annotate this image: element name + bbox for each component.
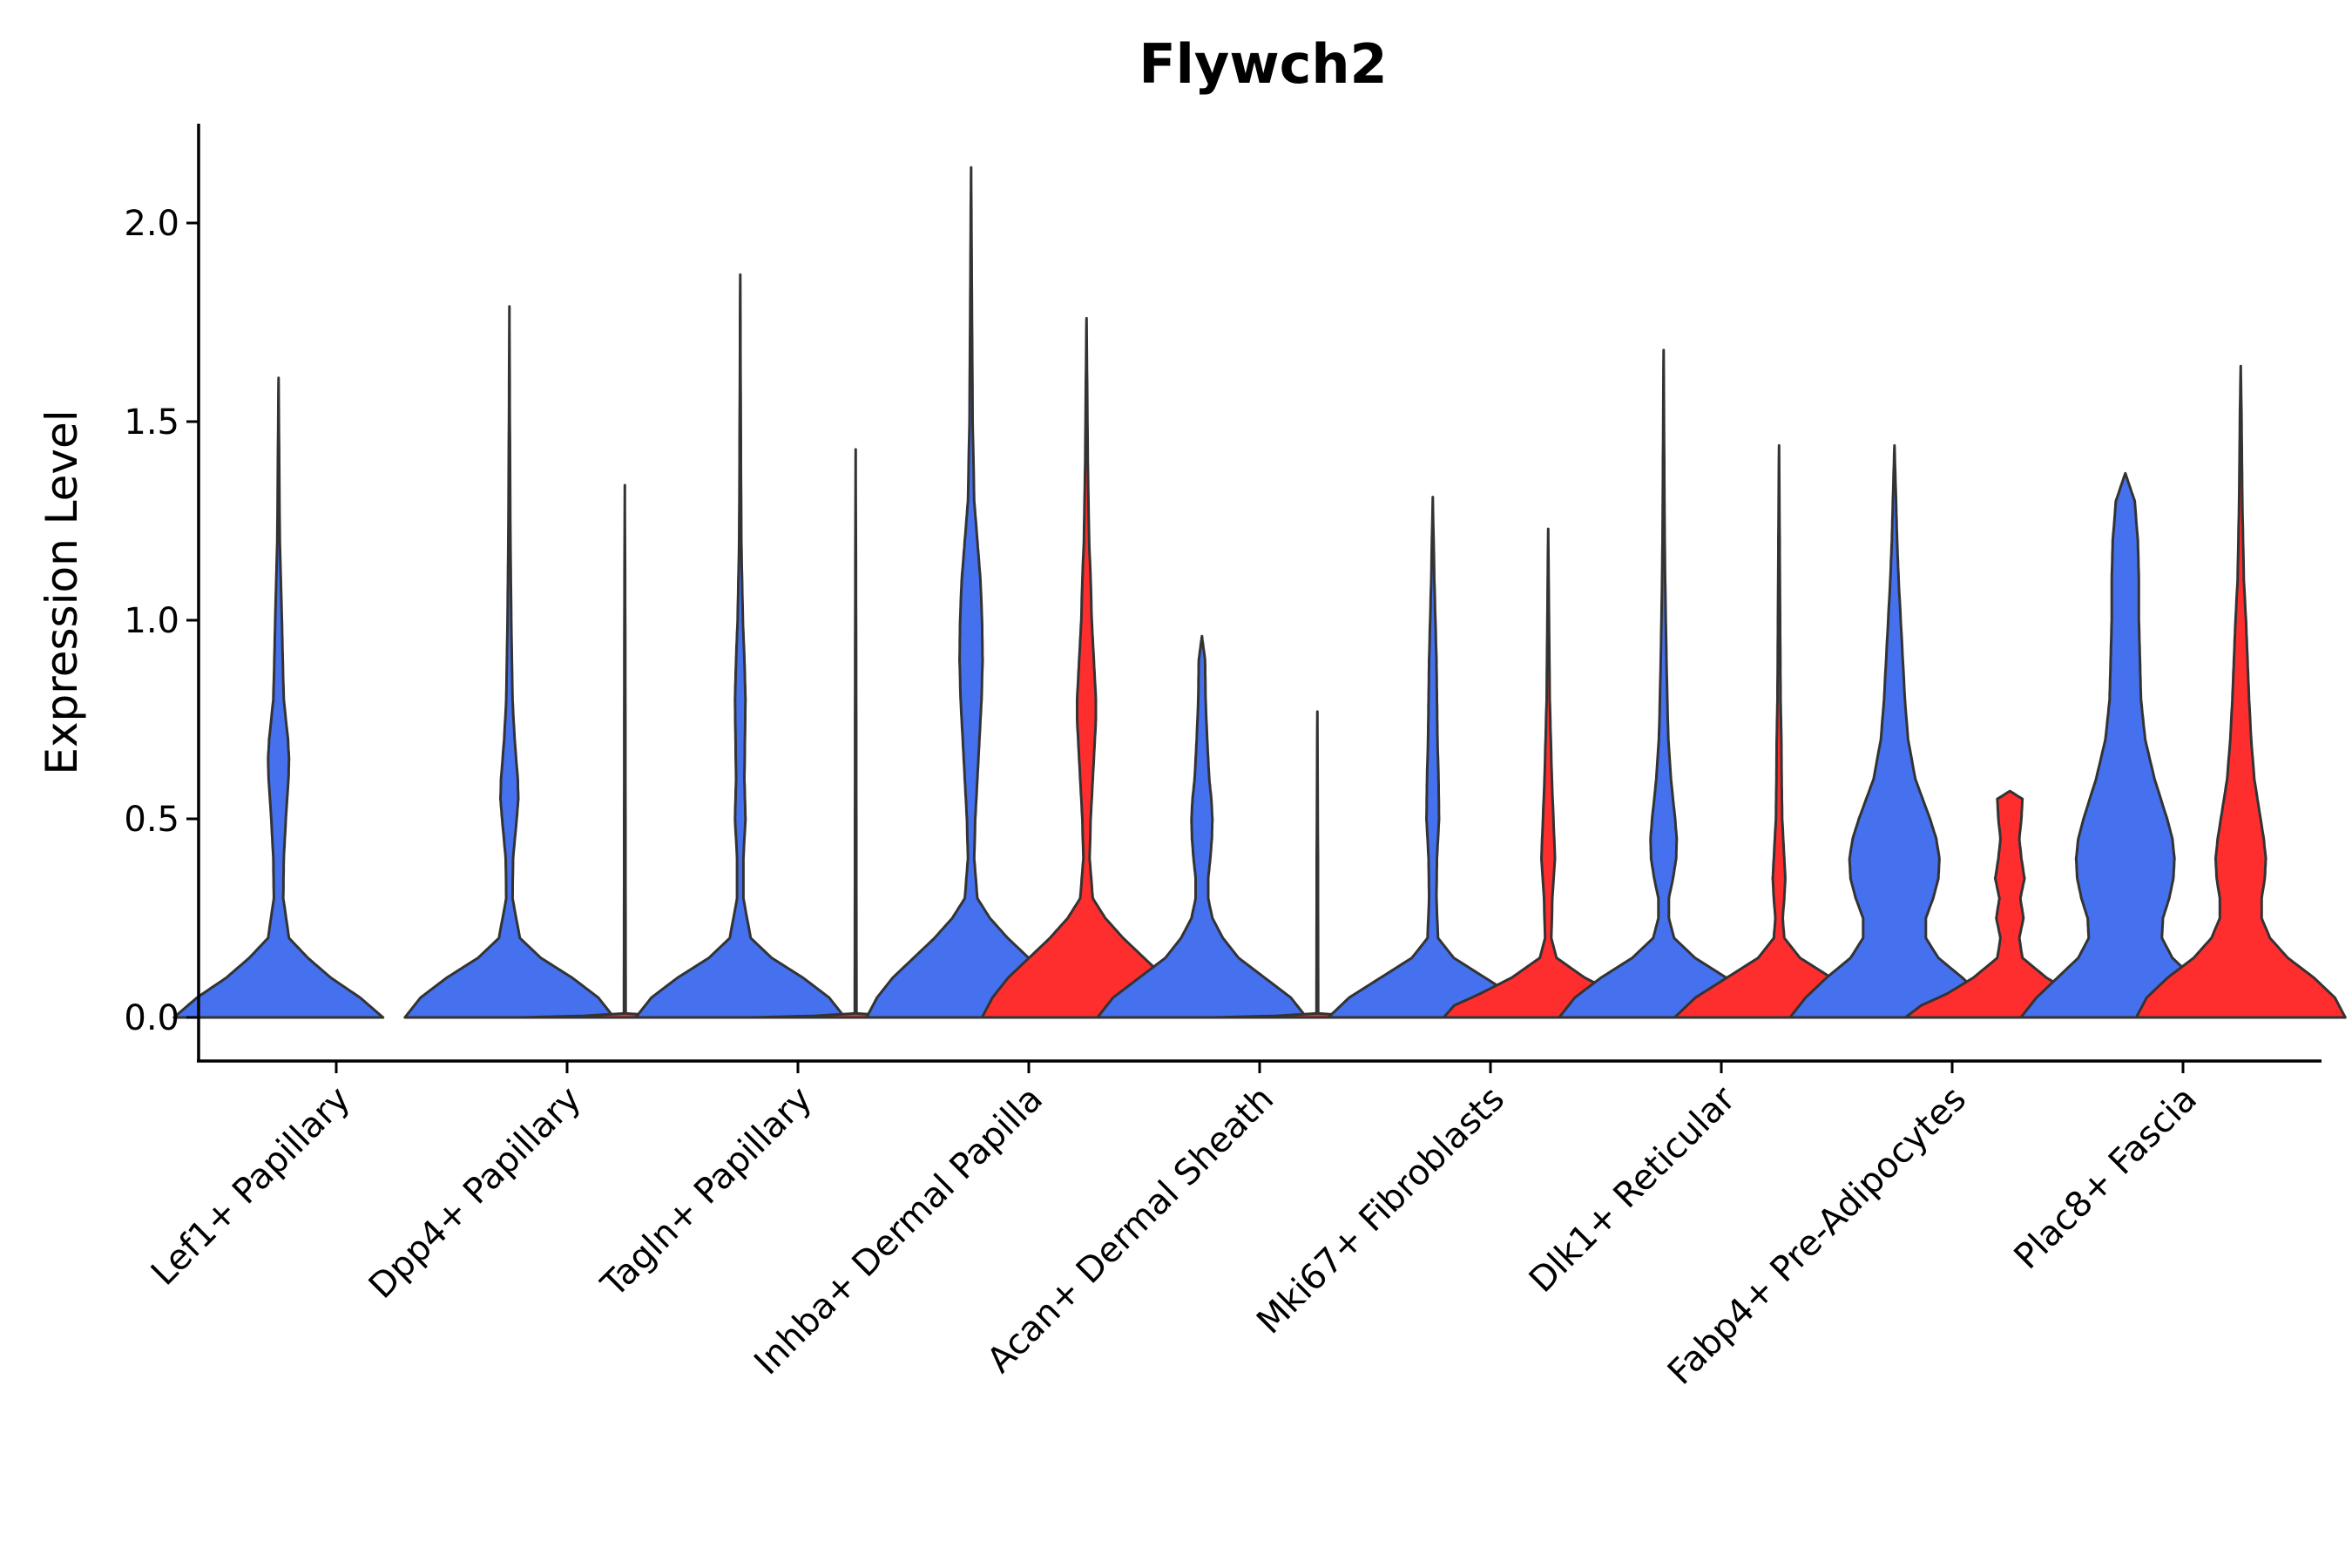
violin-group1-4 [1096, 634, 1308, 1019]
violin-group1-2 [634, 273, 847, 1019]
violin-group2-2 [749, 448, 962, 1019]
violins-layer [172, 166, 2347, 1019]
x-tick-label: Tagln+ Papillary [593, 1079, 820, 1306]
x-tick-label: Dlk1+ Reticular [1522, 1078, 1744, 1301]
x-tick-label: Dpp4+ Papillary [362, 1079, 589, 1307]
violin-group2-8 [2134, 364, 2347, 1019]
y-tick-label: 0.5 [124, 800, 179, 840]
violin-group1-0 [172, 376, 385, 1019]
y-tick-label: 1.0 [124, 601, 179, 641]
chart-title: Flywch2 [1139, 32, 1387, 96]
violin-group1-3 [865, 166, 1078, 1019]
violin-group2-3 [980, 316, 1193, 1019]
y-axis-ticks: 0.0 0.5 1.0 1.5 2.0 [124, 204, 199, 1038]
y-axis-label: Expression Level [37, 409, 87, 774]
violin-group1-7 [1788, 443, 2001, 1019]
x-axis-ticks: Lef1+ Papillary Dpp4+ Papillary Tagln+ Pap… [144, 1061, 2205, 1393]
x-tick-label: Plac8+ Fascia [2007, 1079, 2206, 1278]
x-tick-label: Mki67+ Fibroblasts [1249, 1079, 1512, 1342]
y-tick-label: 1.5 [124, 402, 179, 443]
y-tick-label: 2.0 [124, 204, 179, 244]
violin-group1-6 [1558, 348, 1770, 1019]
violin-group1-1 [403, 305, 616, 1019]
violin-group2-1 [518, 483, 731, 1019]
x-tick-label: Lef1+ Papillary [144, 1079, 358, 1294]
violin-group2-5 [1442, 527, 1654, 1019]
violin-group2-6 [1673, 443, 1885, 1019]
violin-group2-7 [1903, 789, 2116, 1019]
violin-group1-5 [1327, 496, 1539, 1019]
y-tick-label: 0.0 [124, 998, 179, 1038]
violin-group1-8 [2019, 471, 2232, 1019]
